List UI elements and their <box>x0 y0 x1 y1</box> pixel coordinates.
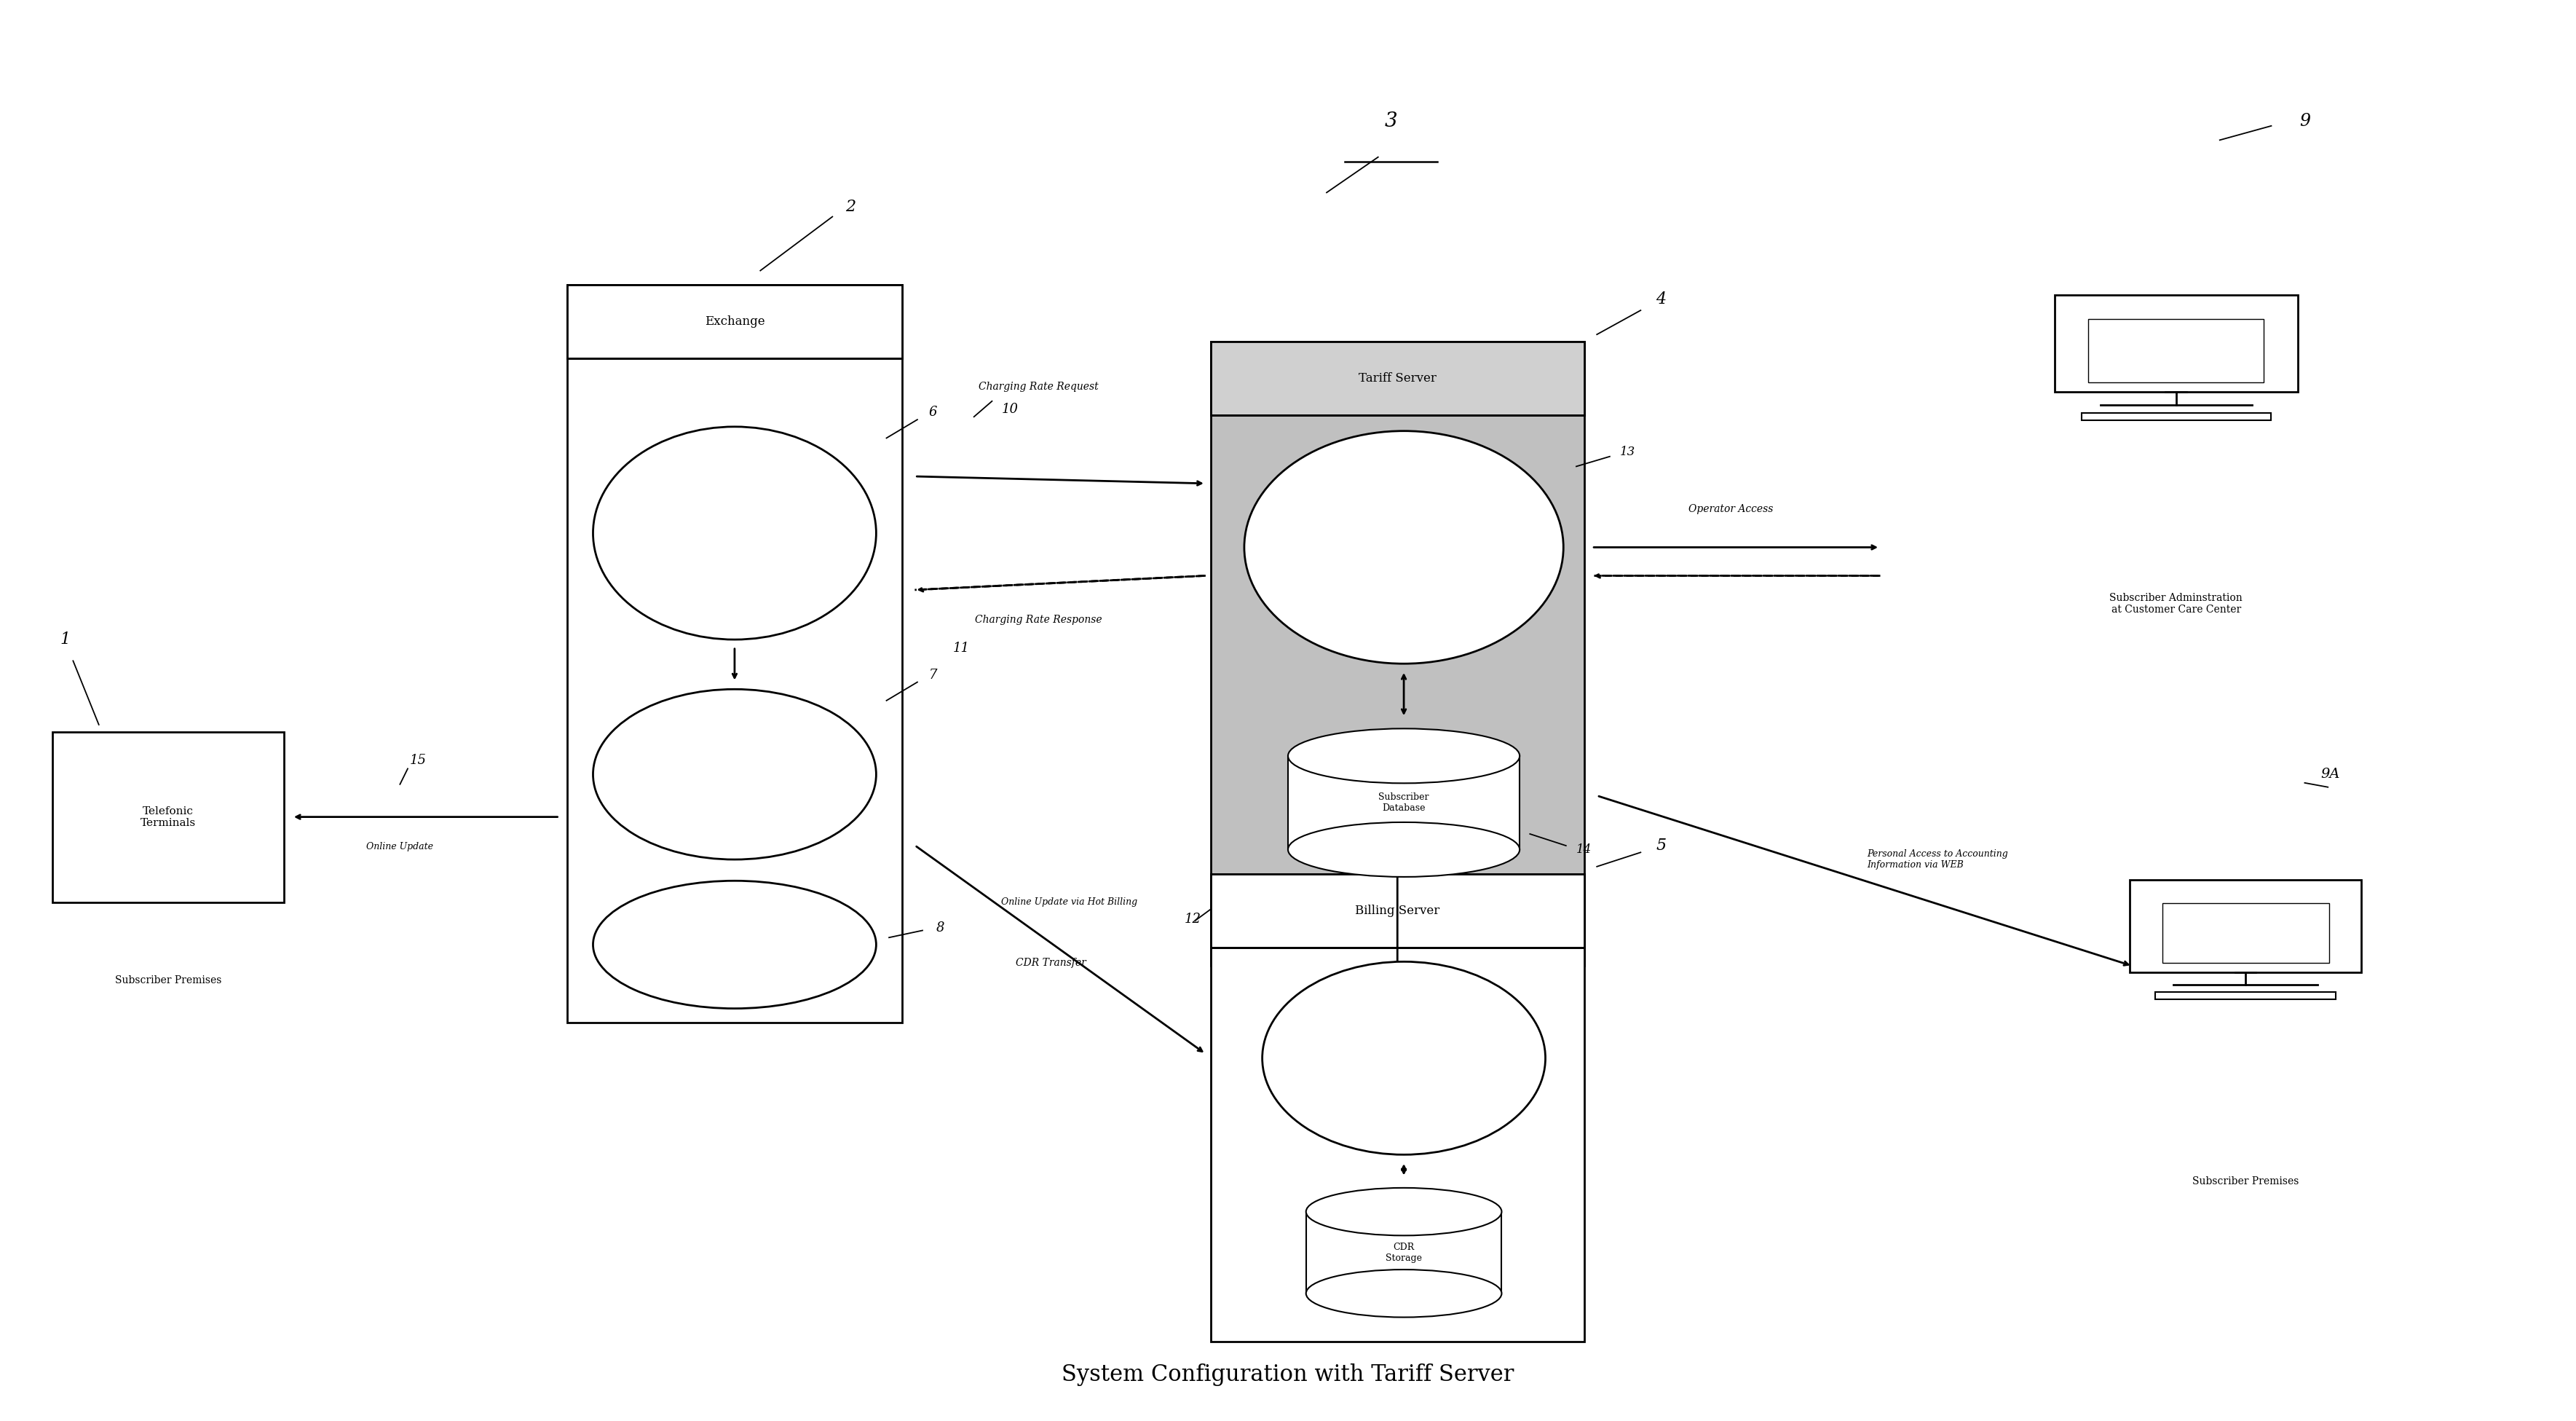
Ellipse shape <box>1288 823 1520 877</box>
FancyBboxPatch shape <box>1288 756 1520 850</box>
FancyBboxPatch shape <box>1306 1212 1502 1293</box>
Text: Subscriber Premises: Subscriber Premises <box>2192 1177 2298 1187</box>
Text: CDR
Storage: CDR Storage <box>1386 1242 1422 1263</box>
FancyBboxPatch shape <box>1211 874 1584 948</box>
Text: CDR Generators: CDR Generators <box>693 769 778 780</box>
Ellipse shape <box>1262 962 1546 1155</box>
Text: Exchange: Exchange <box>703 315 765 328</box>
FancyBboxPatch shape <box>2056 296 2298 392</box>
Text: CDR Transfer: CDR Transfer <box>1015 958 1087 968</box>
Text: Call Handling: Call Handling <box>696 529 773 539</box>
FancyBboxPatch shape <box>52 732 283 902</box>
Text: Subscriber Adminstration
at Customer Care Center: Subscriber Adminstration at Customer Car… <box>2110 593 2244 615</box>
Text: 7: 7 <box>927 668 938 682</box>
Text: Advice of Charge: Advice of Charge <box>696 939 775 949</box>
Text: Billing Server: Billing Server <box>1355 904 1440 917</box>
Text: Personal Access to Accounting
Information via WEB: Personal Access to Accounting Informatio… <box>1868 850 2009 870</box>
FancyBboxPatch shape <box>1211 341 1584 966</box>
Text: System Configuration with Tariff Server: System Configuration with Tariff Server <box>1061 1363 1515 1385</box>
Text: 13: 13 <box>1620 446 1636 459</box>
FancyBboxPatch shape <box>2089 320 2264 382</box>
Text: 2: 2 <box>845 199 855 215</box>
Text: Charging Rate
Determination: Charging Rate Determination <box>1363 536 1445 558</box>
FancyBboxPatch shape <box>1211 874 1584 1341</box>
Ellipse shape <box>1306 1188 1502 1235</box>
Text: Operator Access: Operator Access <box>1687 504 1772 514</box>
Text: 8: 8 <box>935 921 945 934</box>
FancyBboxPatch shape <box>2130 880 2362 972</box>
Text: 15: 15 <box>410 753 428 767</box>
Text: Subscriber
Database: Subscriber Database <box>1378 793 1430 813</box>
FancyBboxPatch shape <box>2161 904 2329 963</box>
Text: Online Update via Hot Billing: Online Update via Hot Billing <box>1002 897 1139 907</box>
Text: 12: 12 <box>1185 912 1200 925</box>
Ellipse shape <box>1288 729 1520 783</box>
FancyBboxPatch shape <box>2156 992 2336 999</box>
Text: CDR Collection
and Processing: CDR Collection and Processing <box>1365 1047 1443 1069</box>
FancyBboxPatch shape <box>2081 412 2269 421</box>
Ellipse shape <box>592 881 876 1009</box>
Text: 3: 3 <box>1383 112 1396 132</box>
Text: 9: 9 <box>2300 114 2311 129</box>
Text: 10: 10 <box>1002 404 1018 416</box>
Text: 9A: 9A <box>2321 767 2339 782</box>
Text: 1: 1 <box>59 631 70 648</box>
FancyBboxPatch shape <box>1211 341 1584 415</box>
Text: Charging Rate Request: Charging Rate Request <box>979 382 1097 392</box>
Text: Charging Rate Response: Charging Rate Response <box>974 615 1103 625</box>
FancyBboxPatch shape <box>567 284 902 358</box>
Text: Tariff Server: Tariff Server <box>1358 372 1437 385</box>
Text: 5: 5 <box>1656 837 1667 854</box>
Text: Online Update: Online Update <box>366 843 433 851</box>
Text: Subscriber Premises: Subscriber Premises <box>116 975 222 985</box>
Text: 4: 4 <box>1656 291 1667 307</box>
Ellipse shape <box>1244 431 1564 664</box>
FancyBboxPatch shape <box>567 284 902 1023</box>
Ellipse shape <box>592 426 876 639</box>
Ellipse shape <box>1306 1269 1502 1317</box>
Text: 11: 11 <box>953 641 969 655</box>
Ellipse shape <box>592 689 876 860</box>
Text: 6: 6 <box>927 406 938 419</box>
Text: Telefonic
Terminals: Telefonic Terminals <box>142 806 196 828</box>
Text: 14: 14 <box>1577 844 1592 855</box>
